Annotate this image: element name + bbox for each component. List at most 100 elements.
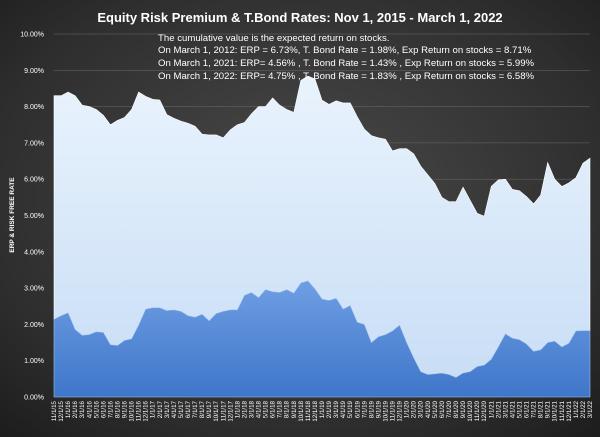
x-tick-label: 6/1/21: [524, 400, 531, 418]
chart-title: Equity Risk Premium & T.Bond Rates: Nov …: [97, 10, 502, 25]
y-tick-label: 7.00%: [24, 140, 44, 147]
x-tick-label: 10/1/19: [382, 400, 389, 421]
x-tick-label: 3/1/16: [79, 400, 86, 418]
x-tick-label: 6/1/17: [185, 400, 192, 418]
x-tick-label: 11/1/21: [559, 400, 566, 421]
x-tick-label: 5/1/17: [178, 400, 185, 418]
x-tick-label: 9/1/17: [206, 400, 213, 418]
x-tick-label: 4/1/18: [256, 400, 263, 418]
x-tick-label: 11/1/16: [136, 400, 143, 421]
x-tick-label: 5/1/21: [516, 400, 523, 418]
x-axis-ticks: 11/1/15 12/1/15 1/1/16 2/1/16 3/1/16 4/1/16 5/…: [51, 400, 594, 421]
x-tick-label: 8/1/18: [284, 400, 291, 418]
x-tick-label: 7/1/19: [361, 400, 368, 418]
x-tick-label: 10/1/21: [552, 400, 559, 421]
x-tick-label: 7/1/20: [446, 400, 453, 418]
x-tick-label: 5/1/18: [263, 400, 270, 418]
y-tick-label: 9.00%: [24, 68, 44, 75]
x-tick-label: 11/1/20: [474, 400, 481, 421]
x-tick-label: 6/1/16: [100, 400, 107, 418]
y-tick-label: 0.00%: [24, 395, 44, 402]
x-tick-label: 3/1/17: [164, 400, 171, 418]
x-tick-label: 8/1/20: [453, 400, 460, 418]
x-tick-label: 7/1/16: [107, 400, 114, 418]
annotation-line-3: On March 1, 2021: ERP= 4.56% , T. Bond R…: [158, 58, 535, 69]
x-tick-label: 10/1/17: [213, 400, 220, 421]
y-tick-label: 2.00%: [24, 322, 44, 329]
y-tick-label: 8.00%: [24, 104, 44, 111]
y-tick-label: 6.00%: [24, 177, 44, 184]
x-tick-label: 3/1/18: [248, 400, 255, 418]
y-tick-label: 4.00%: [24, 249, 44, 256]
x-tick-label: 6/1/18: [270, 400, 277, 418]
x-tick-label: 6/1/20: [439, 400, 446, 418]
x-tick-label: 11/1/15: [51, 400, 58, 421]
x-tick-label: 11/1/19: [390, 400, 397, 421]
x-tick-label: 3/1/22: [587, 400, 594, 418]
x-tick-label: 4/1/19: [340, 400, 347, 418]
x-tick-label: 12/1/21: [566, 400, 573, 421]
y-tick-label: 3.00%: [24, 286, 44, 293]
x-tick-label: 2/1/22: [580, 400, 587, 418]
x-tick-label: 2/1/18: [241, 400, 248, 418]
x-tick-label: 4/1/16: [86, 400, 93, 418]
x-tick-label: 12/1/18: [312, 400, 319, 421]
x-tick-label: 11/1/18: [305, 400, 312, 421]
x-tick-label: 2/1/21: [495, 400, 502, 418]
x-tick-label: 3/1/19: [333, 400, 340, 418]
x-tick-label: 7/1/17: [192, 400, 199, 418]
x-tick-label: 1/1/18: [234, 400, 241, 418]
x-tick-label: 3/1/20: [418, 400, 425, 418]
x-tick-label: 1/1/19: [319, 400, 326, 418]
x-tick-label: 12/1/16: [143, 400, 150, 421]
x-tick-label: 8/1/17: [199, 400, 206, 418]
x-tick-label: 12/1/20: [481, 400, 488, 421]
x-tick-label: 2/1/16: [72, 400, 79, 418]
x-tick-label: 8/1/21: [538, 400, 545, 418]
x-tick-label: 1/1/22: [573, 400, 580, 418]
x-tick-label: 6/1/19: [354, 400, 361, 418]
x-tick-label: 10/1/16: [129, 400, 136, 421]
annotation-line-2: On March 1, 2012: ERP = 6.73%, T. Bond R…: [158, 45, 532, 56]
x-tick-label: 3/1/21: [502, 400, 509, 418]
x-tick-label: 2/1/19: [326, 400, 333, 418]
x-tick-label: 8/1/19: [368, 400, 375, 418]
x-tick-label: 7/1/18: [277, 400, 284, 418]
y-tick-label: 1.00%: [24, 358, 44, 365]
x-tick-label: 12/1/17: [227, 400, 234, 421]
x-tick-label: 10/1/18: [298, 400, 305, 421]
x-tick-label: 12/1/19: [397, 400, 404, 421]
x-tick-label: 7/1/21: [531, 400, 538, 418]
x-tick-label: 9/1/16: [122, 400, 129, 418]
x-tick-label: 1/1/20: [404, 400, 411, 418]
x-tick-label: 1/1/17: [150, 400, 157, 418]
x-tick-label: 2/1/20: [411, 400, 418, 418]
x-tick-label: 12/1/15: [58, 400, 65, 421]
x-tick-label: 9/1/18: [291, 400, 298, 418]
x-tick-label: 8/1/16: [114, 400, 121, 418]
x-tick-label: 9/1/20: [460, 400, 467, 418]
x-tick-label: 4/1/17: [171, 400, 178, 418]
x-tick-label: 10/1/20: [467, 400, 474, 421]
x-tick-label: 1/1/21: [488, 400, 495, 418]
x-tick-label: 2/1/17: [157, 400, 164, 418]
x-tick-label: 11/1/17: [220, 400, 227, 421]
x-tick-label: 9/1/19: [375, 400, 382, 418]
y-axis-label: ERP & RISK FREE RATE: [9, 177, 16, 253]
tbond-rate-area: [53, 280, 591, 398]
y-tick-label: 10.00%: [20, 32, 44, 39]
x-tick-label: 9/1/21: [545, 400, 552, 418]
x-tick-label: 4/1/20: [425, 400, 432, 418]
x-tick-label: 5/1/20: [432, 400, 439, 418]
annotation-line-4: On March 1, 2022: ERP= 4.75% , T. Bond R…: [158, 71, 535, 82]
annotation-line-1: The cumulative value is the expected ret…: [158, 33, 389, 44]
area-layer: [53, 75, 591, 398]
x-tick-label: 4/1/21: [509, 400, 516, 418]
x-tick-label: 1/1/16: [65, 400, 72, 418]
y-axis-ticks: 0.00% 1.00% 2.00% 3.00% 4.00% 5.00% 6.00% 7.00%…: [20, 32, 44, 402]
x-tick-label: 5/1/16: [93, 400, 100, 418]
x-tick-label: 5/1/19: [347, 400, 354, 418]
y-tick-label: 5.00%: [24, 213, 44, 220]
